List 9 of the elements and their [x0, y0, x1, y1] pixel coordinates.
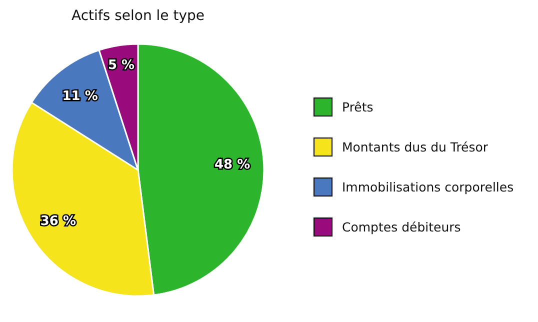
chart-title: Actifs selon le type: [72, 8, 204, 24]
data-label: 48 %: [214, 158, 250, 173]
legend-label: Comptes débiteurs: [342, 219, 461, 234]
legend-label: Immobilisations corporelles: [342, 179, 514, 194]
data-label: 36 %: [40, 214, 76, 230]
data-label: 11 %: [62, 88, 98, 104]
data-label: 5 %: [108, 58, 135, 73]
legend-label: Montants dus du Trésor: [342, 139, 489, 154]
legend-label: Prêts: [342, 99, 374, 114]
